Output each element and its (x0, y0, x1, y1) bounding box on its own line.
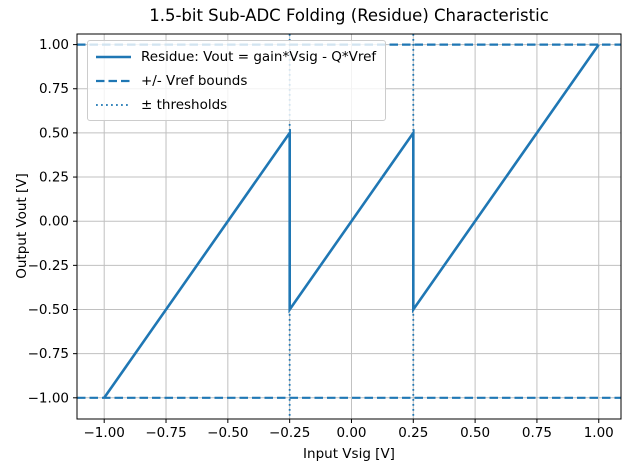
x-tick-label: 1.00 (584, 425, 614, 441)
series-dotted (288, 34, 415, 419)
y-tick-label: 0.00 (39, 214, 69, 230)
y-tick-label: 0.25 (39, 170, 69, 186)
legend-solid-line-icon (96, 55, 131, 58)
x-tick-label: 0.00 (336, 425, 366, 441)
chart-title: 1.5-bit Sub-ADC Folding (Residue) Charac… (149, 6, 549, 25)
x-tick-label: 0.25 (398, 425, 428, 441)
legend-label: ± thresholds (141, 96, 228, 113)
series-solid (103, 43, 600, 399)
y-tick-label: 1.00 (39, 37, 69, 53)
x-tick-label: −0.50 (207, 425, 248, 441)
legend-item: +/- Vref bounds (95, 70, 376, 91)
residue-line (103, 43, 600, 399)
plot-frame (76, 33, 622, 420)
y-tick-label: 0.50 (39, 125, 69, 141)
y-tick-label: −1.00 (28, 390, 69, 406)
y-tick-label: 0.75 (39, 81, 69, 97)
legend-label: Residue: Vout = gain*Vsig - Q*Vref (141, 48, 377, 65)
x-tick-label: 0.75 (522, 425, 552, 441)
legend-item: Residue: Vout = gain*Vsig - Q*Vref (95, 46, 376, 67)
y-tick-label: −0.50 (28, 302, 69, 318)
axis-ticks (73, 44, 600, 423)
legend: Residue: Vout = gain*Vsig - Q*Vref +/- Vr… (87, 40, 387, 121)
x-axis-label: Input Vsig [V] (303, 446, 395, 462)
y-axis-label: Output Vout [V] (14, 173, 30, 279)
x-tick-label: −1.00 (84, 425, 125, 441)
y-tick-label: −0.75 (28, 346, 69, 362)
x-tick-label: 0.50 (460, 425, 490, 441)
legend-label: +/- Vref bounds (141, 72, 248, 89)
legend-dotted-line-icon (96, 103, 131, 106)
x-tick-label: −0.25 (269, 425, 310, 441)
legend-dashed-line-icon (96, 79, 131, 82)
legend-item: ± thresholds (95, 94, 376, 115)
x-tick-label: −0.75 (145, 425, 186, 441)
y-tick-label: −0.25 (28, 258, 69, 274)
